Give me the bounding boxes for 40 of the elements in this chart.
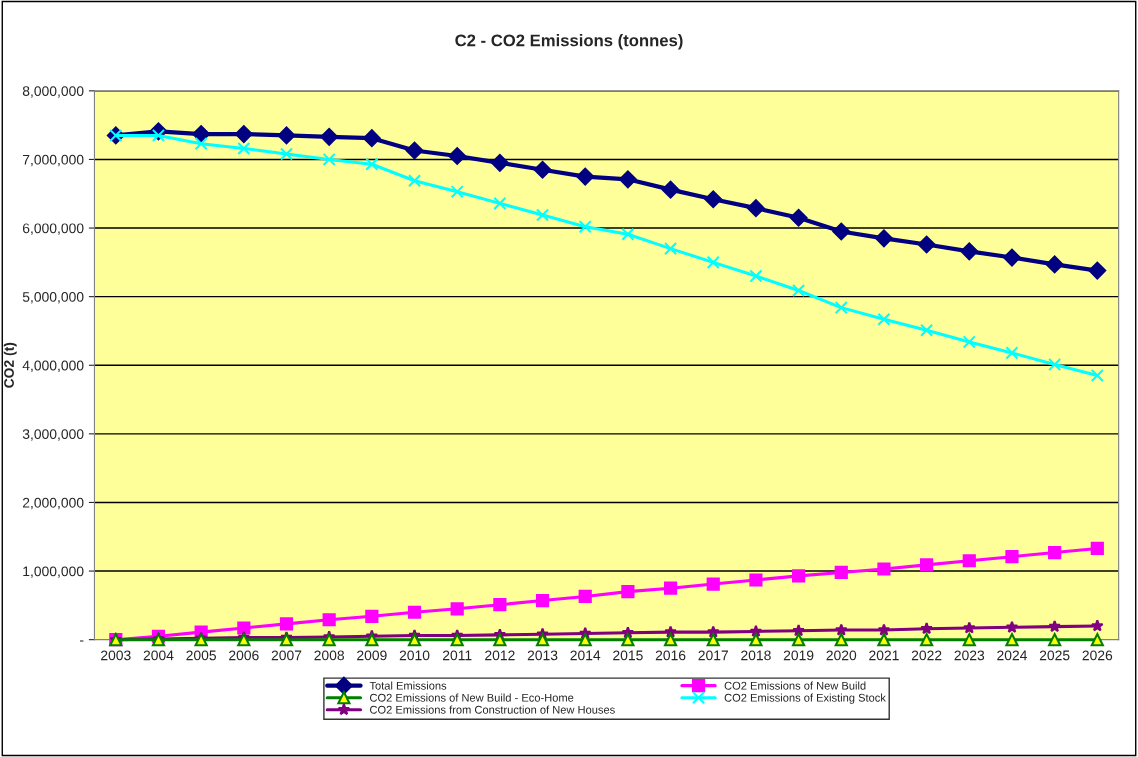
x-tick-label: 2018	[741, 650, 771, 661]
x-tick-label: 2008	[314, 650, 345, 661]
legend-label: CO2 Emissions of New Build	[724, 681, 866, 690]
legend-label: Total Emissions	[369, 681, 447, 690]
y-axis-title: CO2 (t)	[3, 342, 17, 388]
x-tick-label: 2003	[101, 650, 131, 661]
x-tick-label: 2017	[698, 650, 728, 661]
x-tick-label: 2021	[869, 650, 899, 661]
x-tick-label: 2016	[655, 650, 686, 661]
x-tick-label: 2023	[954, 650, 985, 661]
x-tick-label: 2019	[783, 650, 814, 661]
x-tick-label: 2007	[271, 650, 302, 661]
legend-label: CO2 Emissions from Construction of New Houses	[370, 705, 615, 714]
y-tick-label: 2,000,000	[22, 497, 84, 510]
chart-title: C2 - CO2 Emissions (tonnes)	[455, 34, 683, 50]
x-tick-label: 2022	[911, 650, 942, 661]
y-tick-label: 1,000,000	[23, 566, 84, 578]
y-tick-label: 7,000,000	[22, 154, 84, 167]
x-tick-label: 2026	[1082, 650, 1113, 661]
y-tick-label: 3,000,000	[22, 429, 84, 441]
x-tick-label: 2006	[229, 650, 259, 661]
x-tick-label: 2013	[527, 650, 558, 661]
x-tick-label: 2011	[442, 650, 472, 661]
y-tick-label: 4,000,000	[22, 360, 84, 373]
x-tick-label: 2004	[143, 650, 174, 661]
legend-label: CO2 Emissions of New Build - Eco-Home	[370, 693, 574, 702]
x-tick-label: 2015	[613, 650, 643, 661]
x-tick-label: 2005	[186, 650, 217, 661]
x-tick-label: 2010	[399, 650, 430, 661]
x-tick-label: 2012	[485, 650, 515, 661]
x-tick-label: 2020	[826, 650, 857, 661]
x-tick-label: 2009	[357, 650, 387, 661]
y-tick-label: -	[80, 640, 84, 642]
y-tick-label: 8,000,000	[22, 86, 84, 98]
x-tick-label: 2025	[1039, 650, 1070, 661]
y-tick-label: 6,000,000	[22, 223, 84, 235]
x-tick-label: 2014	[570, 650, 601, 661]
x-tick-label: 2024	[997, 650, 1028, 661]
y-tick-label: 5,000,000	[22, 291, 84, 304]
legend-label: CO2 Emissions of Existing Stock	[724, 693, 886, 704]
